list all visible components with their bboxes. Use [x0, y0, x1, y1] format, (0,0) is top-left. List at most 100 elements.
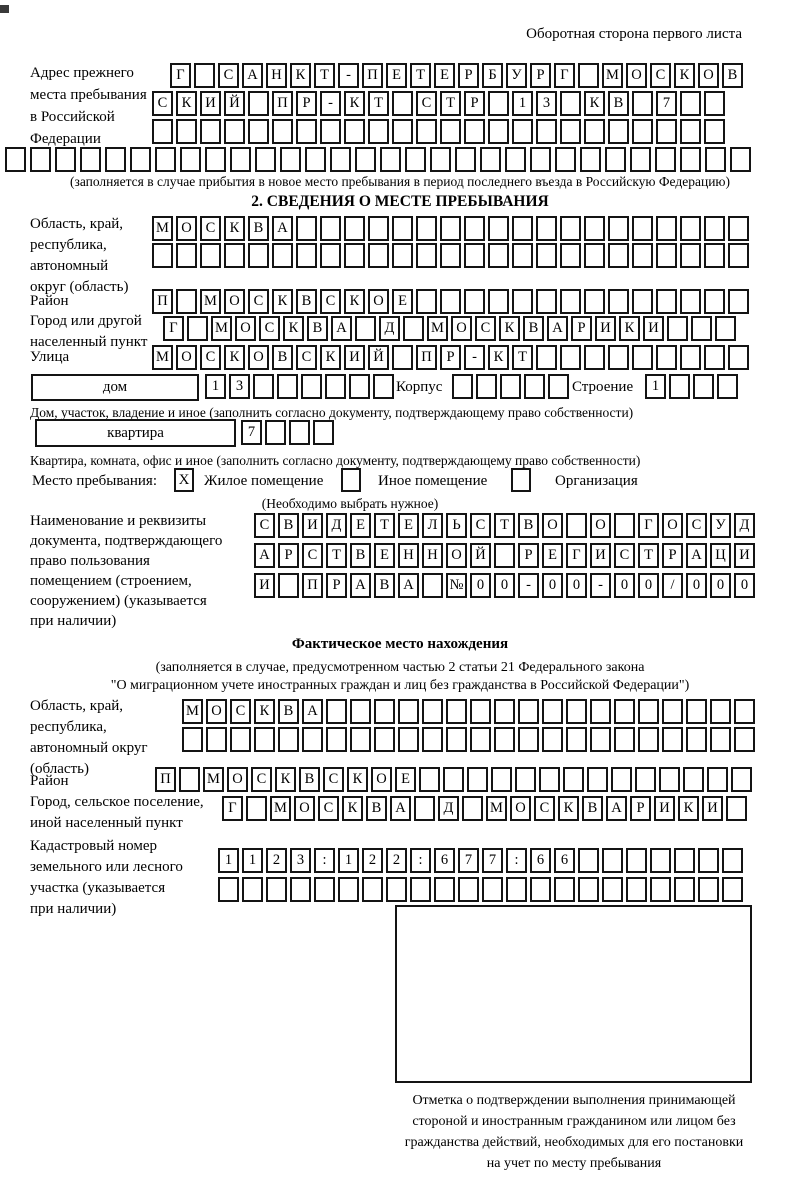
char-cell[interactable]	[542, 699, 563, 724]
char-cell[interactable]	[152, 243, 173, 268]
char-cell[interactable]: 3	[290, 848, 311, 873]
char-cell[interactable]	[734, 727, 755, 752]
char-cell[interactable]	[726, 796, 747, 821]
char-cell[interactable]	[206, 727, 227, 752]
char-cell[interactable]	[536, 345, 557, 370]
char-cell[interactable]	[680, 119, 701, 144]
char-cell[interactable]: :	[314, 848, 335, 873]
char-cell[interactable]	[512, 119, 533, 144]
char-cell[interactable]: 2	[362, 848, 383, 873]
char-cell[interactable]	[320, 216, 341, 241]
char-cell[interactable]: К	[224, 216, 245, 241]
char-cell[interactable]	[704, 119, 725, 144]
char-cell[interactable]: В	[722, 63, 743, 88]
char-cell[interactable]	[296, 119, 317, 144]
char-cell[interactable]: 0	[566, 573, 587, 598]
char-cell[interactable]	[180, 147, 201, 172]
char-cell[interactable]	[656, 243, 677, 268]
char-cell[interactable]	[230, 147, 251, 172]
char-cell[interactable]	[255, 147, 276, 172]
char-cell[interactable]: М	[427, 316, 448, 341]
char-cell[interactable]	[440, 289, 461, 314]
char-cell[interactable]: В	[523, 316, 544, 341]
char-cell[interactable]: И	[200, 91, 221, 116]
char-cell[interactable]	[686, 727, 707, 752]
char-cell[interactable]: С	[254, 513, 275, 538]
char-cell[interactable]: М	[152, 345, 173, 370]
char-cell[interactable]	[698, 848, 719, 873]
char-cell[interactable]: 7	[241, 420, 262, 445]
char-cell[interactable]: Р	[662, 543, 683, 568]
char-cell[interactable]	[362, 877, 383, 902]
char-cell[interactable]	[614, 513, 635, 538]
char-cell[interactable]: 0	[734, 573, 755, 598]
char-cell[interactable]	[278, 727, 299, 752]
char-cell[interactable]	[248, 91, 269, 116]
char-cell[interactable]: 1	[218, 848, 239, 873]
char-cell[interactable]	[707, 767, 728, 792]
char-cell[interactable]	[494, 699, 515, 724]
char-cell[interactable]	[632, 91, 653, 116]
char-cell[interactable]	[587, 767, 608, 792]
char-cell[interactable]: 0	[542, 573, 563, 598]
char-cell[interactable]: М	[270, 796, 291, 821]
char-cell[interactable]: Е	[542, 543, 563, 568]
char-cell[interactable]	[722, 877, 743, 902]
char-cell[interactable]	[470, 727, 491, 752]
char-cell[interactable]: Т	[314, 63, 335, 88]
char-cell[interactable]	[630, 147, 651, 172]
char-cell[interactable]: С	[230, 699, 251, 724]
char-cell[interactable]	[248, 119, 269, 144]
char-cell[interactable]: О	[542, 513, 563, 538]
char-cell[interactable]	[246, 796, 267, 821]
char-cell[interactable]: К	[254, 699, 275, 724]
char-cell[interactable]	[669, 374, 690, 399]
char-cell[interactable]: Р	[630, 796, 651, 821]
char-cell[interactable]: П	[362, 63, 383, 88]
char-cell[interactable]: К	[224, 345, 245, 370]
char-cell[interactable]	[253, 374, 274, 399]
char-cell[interactable]	[55, 147, 76, 172]
char-cell[interactable]	[590, 727, 611, 752]
char-cell[interactable]	[218, 877, 239, 902]
char-cell[interactable]: С	[200, 216, 221, 241]
char-cell[interactable]: К	[674, 63, 695, 88]
char-cell[interactable]: В	[296, 289, 317, 314]
char-cell[interactable]	[656, 345, 677, 370]
char-cell[interactable]: Р	[571, 316, 592, 341]
char-cell[interactable]	[392, 345, 413, 370]
char-cell[interactable]	[505, 147, 526, 172]
char-cell[interactable]: К	[344, 91, 365, 116]
char-cell[interactable]: Р	[464, 91, 485, 116]
char-cell[interactable]: И	[643, 316, 664, 341]
char-cell[interactable]	[632, 216, 653, 241]
char-cell[interactable]: К	[272, 289, 293, 314]
char-cell[interactable]	[464, 289, 485, 314]
char-cell[interactable]: 0	[710, 573, 731, 598]
char-cell[interactable]	[691, 316, 712, 341]
char-cell[interactable]: Т	[494, 513, 515, 538]
char-cell[interactable]: Т	[374, 513, 395, 538]
char-cell[interactable]	[350, 699, 371, 724]
char-cell[interactable]: О	[176, 216, 197, 241]
char-cell[interactable]: Г	[638, 513, 659, 538]
char-cell[interactable]	[626, 877, 647, 902]
char-cell[interactable]: И	[702, 796, 723, 821]
char-cell[interactable]: М	[182, 699, 203, 724]
char-cell[interactable]	[680, 216, 701, 241]
char-cell[interactable]: С	[296, 345, 317, 370]
char-cell[interactable]	[536, 289, 557, 314]
char-cell[interactable]: С	[318, 796, 339, 821]
char-cell[interactable]	[368, 119, 389, 144]
char-cell[interactable]	[494, 543, 515, 568]
char-cell[interactable]	[730, 147, 751, 172]
char-cell[interactable]: К	[558, 796, 579, 821]
char-cell[interactable]: Й	[368, 345, 389, 370]
char-cell[interactable]	[539, 767, 560, 792]
char-cell[interactable]	[580, 147, 601, 172]
char-cell[interactable]: У	[506, 63, 527, 88]
char-cell[interactable]	[488, 289, 509, 314]
char-cell[interactable]: 7	[458, 848, 479, 873]
char-cell[interactable]: П	[155, 767, 176, 792]
char-cell[interactable]	[422, 699, 443, 724]
